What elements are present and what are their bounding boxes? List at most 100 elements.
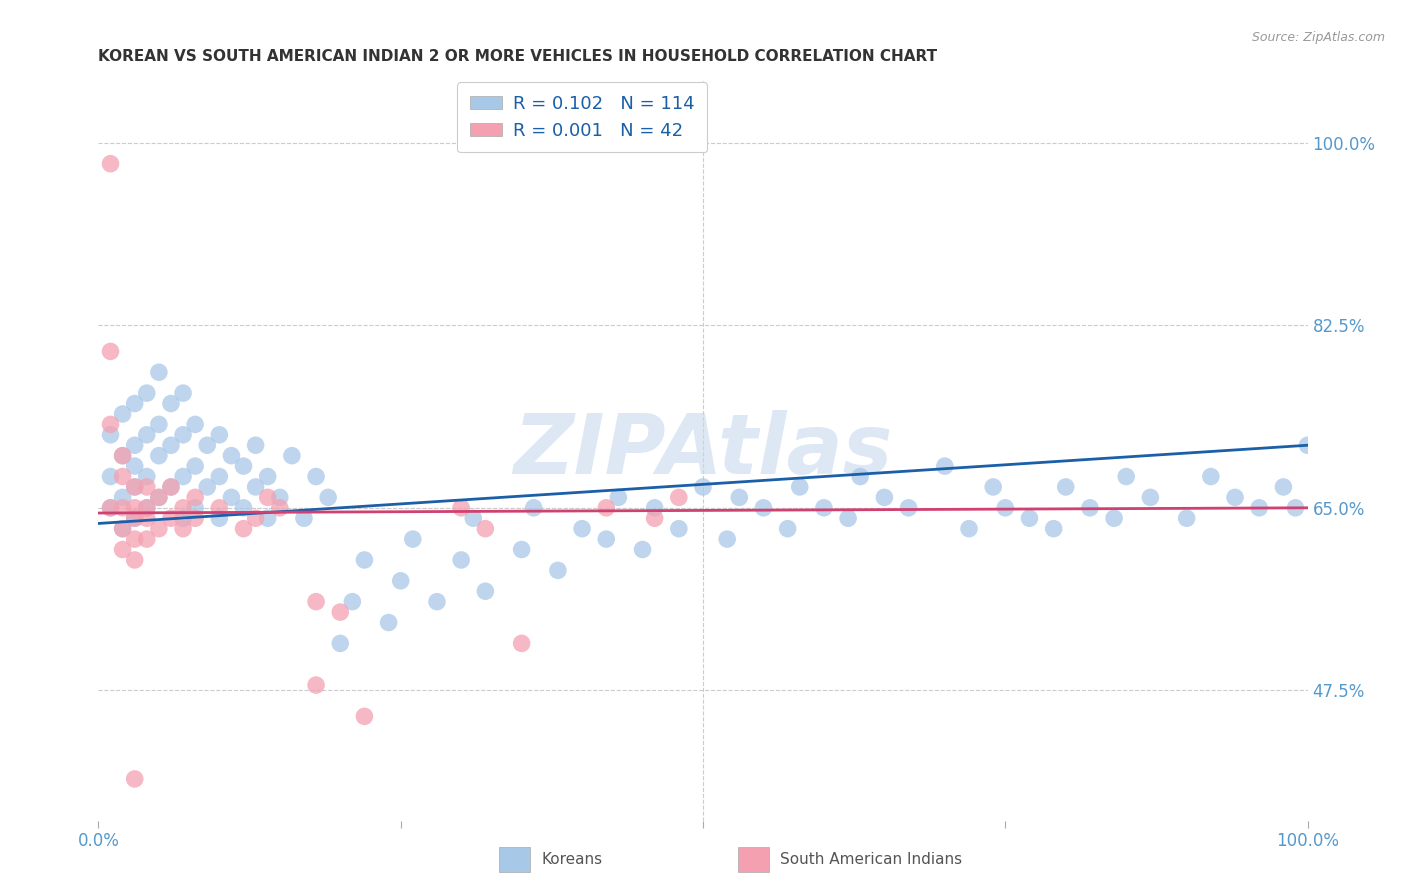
Point xyxy=(256,469,278,483)
Point xyxy=(184,491,207,505)
Point xyxy=(111,449,134,463)
Point xyxy=(148,365,170,379)
Point xyxy=(329,605,352,619)
Point xyxy=(208,469,231,483)
Point xyxy=(450,553,472,567)
Point xyxy=(172,386,194,401)
Point xyxy=(245,438,267,452)
Point xyxy=(100,417,122,432)
Point xyxy=(402,532,425,546)
Point xyxy=(124,459,146,474)
Point xyxy=(426,595,449,609)
Point xyxy=(135,469,157,483)
Point xyxy=(342,595,364,609)
Point xyxy=(232,500,254,515)
Point xyxy=(124,480,146,494)
Point xyxy=(1175,511,1198,525)
Point xyxy=(160,511,183,525)
Point xyxy=(195,480,218,494)
Point xyxy=(644,511,666,525)
Point xyxy=(1054,480,1077,494)
Point xyxy=(148,491,170,505)
Point xyxy=(135,427,157,442)
Point xyxy=(957,522,980,536)
Point xyxy=(124,511,146,525)
Point xyxy=(111,491,134,505)
Point xyxy=(100,157,122,171)
Point xyxy=(208,500,231,515)
Point xyxy=(776,522,799,536)
Point xyxy=(111,522,134,536)
Point xyxy=(184,459,207,474)
Point xyxy=(148,491,170,505)
Point xyxy=(353,709,375,723)
Point xyxy=(124,500,146,515)
Legend: R = 0.102   N = 114, R = 0.001   N = 42: R = 0.102 N = 114, R = 0.001 N = 42 xyxy=(457,82,707,153)
Point xyxy=(111,500,134,515)
Point xyxy=(547,563,569,577)
Point xyxy=(305,595,328,609)
Point xyxy=(1296,438,1319,452)
Point xyxy=(148,449,170,463)
Point xyxy=(353,553,375,567)
Point xyxy=(450,500,472,515)
Point xyxy=(873,491,896,505)
Point xyxy=(1272,480,1295,494)
Point xyxy=(1115,469,1137,483)
Point xyxy=(124,553,146,567)
Point xyxy=(1018,511,1040,525)
Point xyxy=(208,511,231,525)
Point xyxy=(124,396,146,410)
Point xyxy=(124,511,146,525)
Point xyxy=(135,386,157,401)
Point xyxy=(221,491,243,505)
Point xyxy=(474,522,496,536)
Point xyxy=(981,480,1004,494)
Point xyxy=(595,500,617,515)
Point xyxy=(305,469,328,483)
Point xyxy=(232,459,254,474)
Point xyxy=(232,522,254,536)
Point xyxy=(305,678,328,692)
Point xyxy=(523,500,546,515)
Point xyxy=(474,584,496,599)
Point xyxy=(728,491,751,505)
Point xyxy=(752,500,775,515)
Point xyxy=(111,449,134,463)
Point xyxy=(184,500,207,515)
Point xyxy=(160,480,183,494)
Point xyxy=(172,522,194,536)
Point xyxy=(160,396,183,410)
Point xyxy=(849,469,872,483)
Point xyxy=(172,511,194,525)
Text: ZIPAtlas: ZIPAtlas xyxy=(513,410,893,491)
Point xyxy=(124,480,146,494)
Point xyxy=(245,480,267,494)
Point xyxy=(245,511,267,525)
Point xyxy=(124,438,146,452)
Point xyxy=(377,615,399,630)
Point xyxy=(135,480,157,494)
Text: South American Indians: South American Indians xyxy=(780,853,963,867)
Point xyxy=(1139,491,1161,505)
Point xyxy=(668,491,690,505)
Point xyxy=(389,574,412,588)
Point xyxy=(813,500,835,515)
Point xyxy=(256,491,278,505)
Point xyxy=(668,522,690,536)
Point xyxy=(1078,500,1101,515)
Point xyxy=(160,438,183,452)
Point xyxy=(135,511,157,525)
Point xyxy=(124,532,146,546)
Text: KOREAN VS SOUTH AMERICAN INDIAN 2 OR MORE VEHICLES IN HOUSEHOLD CORRELATION CHAR: KOREAN VS SOUTH AMERICAN INDIAN 2 OR MOR… xyxy=(98,49,938,64)
Point xyxy=(692,480,714,494)
Point xyxy=(100,500,122,515)
Point xyxy=(571,522,593,536)
Point xyxy=(837,511,859,525)
Point xyxy=(607,491,630,505)
Point xyxy=(111,469,134,483)
Point xyxy=(994,500,1017,515)
Point xyxy=(269,500,291,515)
Point xyxy=(292,511,315,525)
Point xyxy=(124,772,146,786)
